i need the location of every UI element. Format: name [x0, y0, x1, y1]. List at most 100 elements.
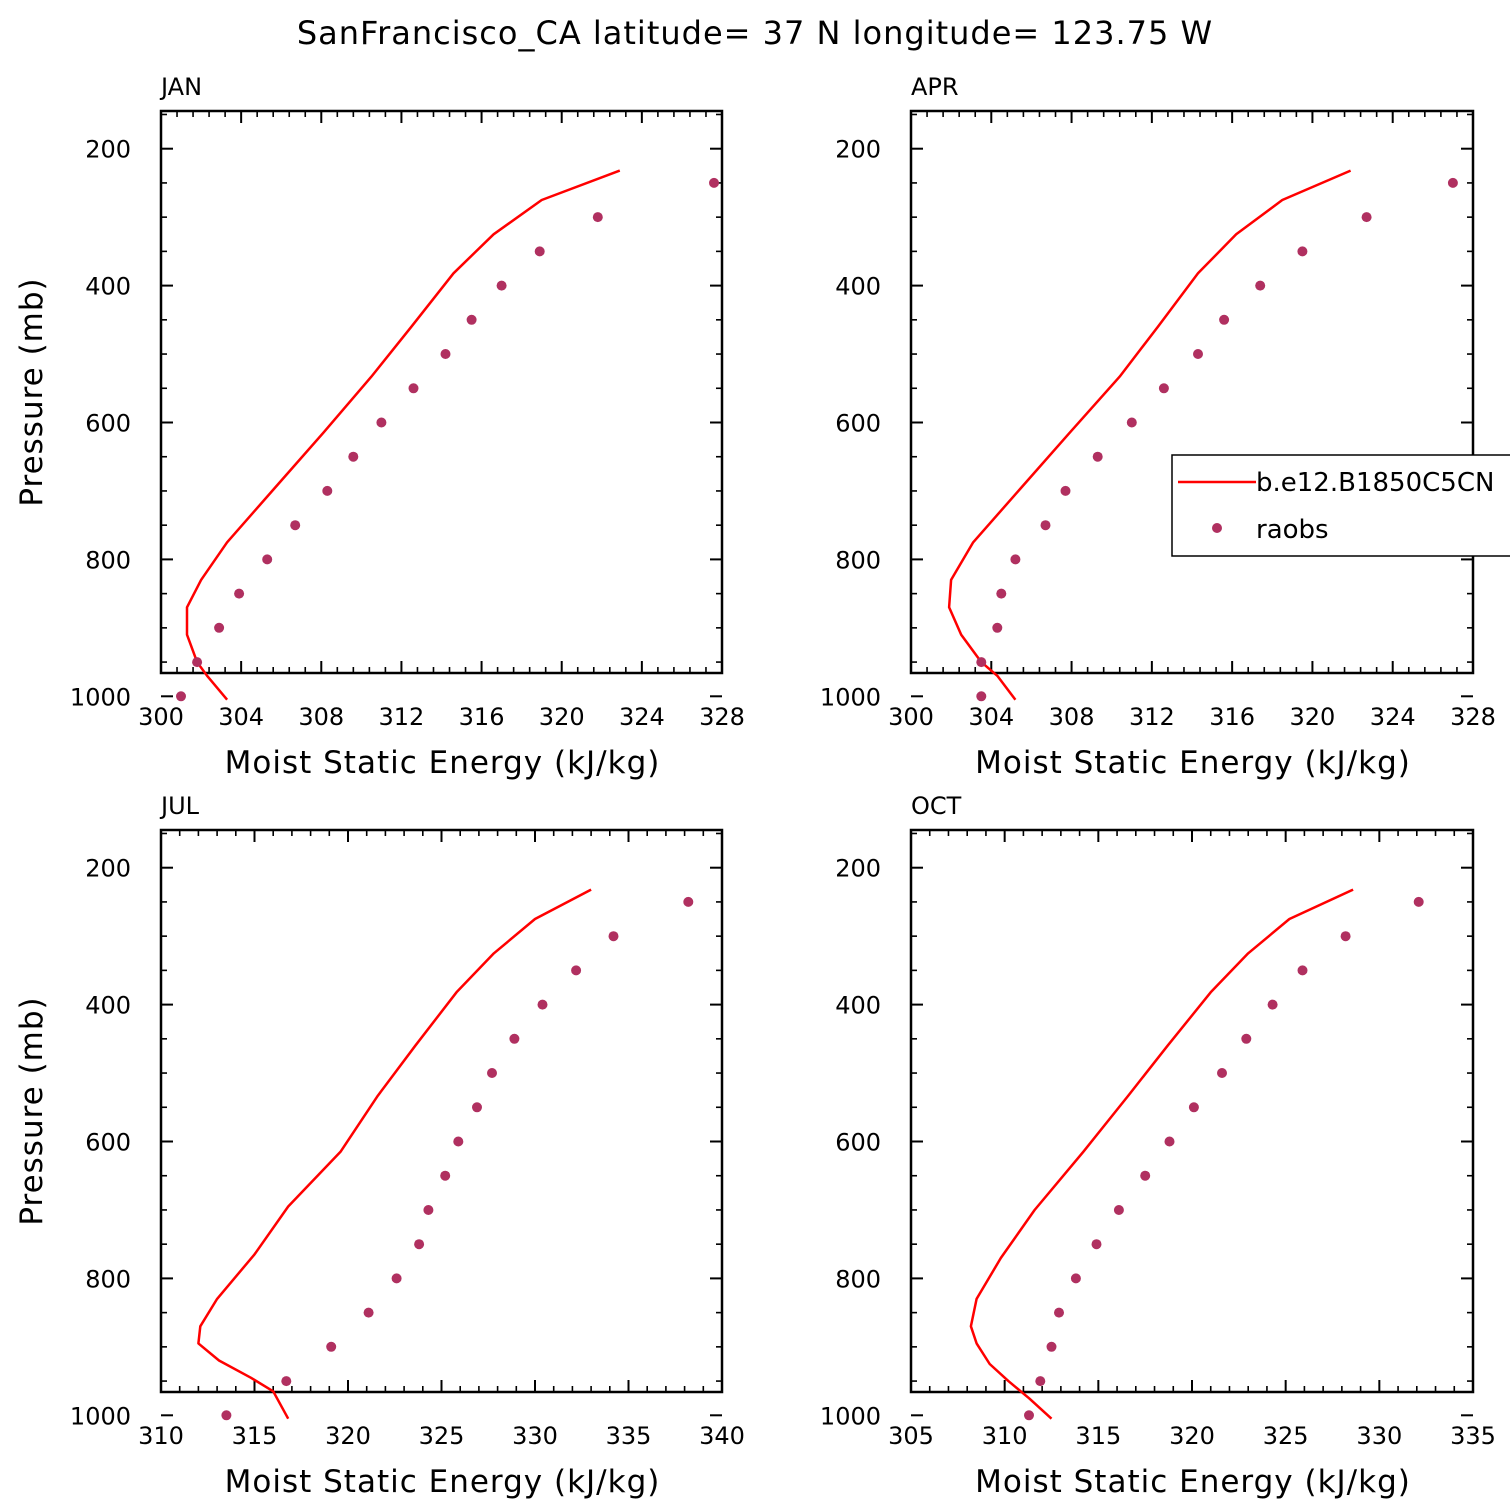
plot-frame — [909, 109, 1475, 675]
raobs-point — [1126, 417, 1137, 428]
raobs-point — [1035, 1376, 1046, 1387]
raobs-point — [1241, 1033, 1252, 1044]
y-tick-label: 200 — [835, 136, 881, 164]
raobs-point — [592, 212, 603, 223]
y-tick-label: 800 — [85, 1265, 131, 1293]
raobs-point — [1297, 246, 1308, 257]
y-tick-label: 1000 — [70, 1402, 131, 1430]
x-tick-label: 335 — [606, 1422, 652, 1450]
y-tick-label: 800 — [85, 546, 131, 574]
x-tick-label: 300 — [138, 703, 184, 731]
y-tick-label: 800 — [835, 546, 881, 574]
raobs-point — [683, 896, 694, 907]
raobs-point — [1040, 520, 1051, 531]
raobs-point — [1158, 383, 1169, 394]
raobs-point — [290, 520, 301, 531]
raobs-point — [1255, 280, 1266, 291]
panel-title: JAN — [159, 73, 202, 101]
x-tick-label: 308 — [1049, 703, 1095, 731]
panel-jul: JUL 310 315 320 325 330 335 340 200 400 600 800 1000… — [14, 792, 745, 1500]
x-tick-label: 316 — [459, 703, 505, 731]
x-tick-label: 324 — [619, 703, 665, 731]
raobs-point — [466, 314, 477, 325]
raobs-point — [608, 931, 619, 942]
x-tick-label: 325 — [419, 1422, 465, 1450]
x-tick-label: 324 — [1370, 703, 1416, 731]
x-tick-label: 315 — [1075, 1422, 1121, 1450]
x-tick-label: 308 — [298, 703, 344, 731]
x-tick-label: 335 — [1450, 1422, 1496, 1450]
raobs-point — [391, 1273, 402, 1284]
raobs-point — [423, 1205, 434, 1215]
raobs-point — [322, 485, 333, 496]
raobs-point — [1092, 451, 1103, 462]
x-tick-label: 304 — [218, 703, 264, 731]
x-tick-label: 316 — [1209, 703, 1255, 731]
raobs-point — [1217, 1068, 1227, 1078]
x-tick-label: 312 — [1129, 703, 1175, 731]
panel-title: APR — [911, 73, 959, 101]
raobs-point — [509, 1033, 520, 1044]
raobs-point — [408, 383, 419, 394]
raobs-point — [281, 1376, 292, 1387]
raobs-point — [440, 1170, 451, 1181]
model-profile-line — [947, 169, 1352, 701]
legend-obs-marker-swatch — [1212, 523, 1222, 533]
raobs-point — [262, 554, 273, 565]
x-axis-label: Moist Static Energy (kJ/kg) — [225, 745, 661, 781]
raobs-point — [1113, 1205, 1124, 1215]
x-tick-label: 312 — [379, 703, 425, 731]
model-profile-line — [185, 169, 621, 701]
x-axis-label: Moist Static Energy (kJ/kg) — [975, 745, 1411, 781]
y-axis-label: Pressure (mb) — [14, 996, 50, 1225]
x-tick-label: 325 — [1263, 1422, 1309, 1450]
raobs-point — [1193, 349, 1203, 359]
raobs-point — [214, 622, 225, 633]
x-tick-label: 320 — [1290, 703, 1336, 731]
x-tick-label: 320 — [325, 1422, 371, 1450]
y-tick-label: 400 — [85, 273, 131, 301]
x-tick-label: 330 — [512, 1422, 558, 1450]
raobs-point — [348, 451, 359, 462]
raobs-point — [1297, 965, 1308, 976]
raobs-point — [1413, 896, 1424, 907]
x-tick-label: 310 — [138, 1422, 184, 1450]
y-axis-label: Pressure (mb) — [14, 277, 50, 506]
y-tick-label: 1000 — [70, 683, 131, 711]
model-profile-line — [197, 888, 592, 1420]
raobs-point — [176, 691, 186, 702]
y-tick-label: 1000 — [820, 1402, 881, 1430]
raobs-point — [976, 657, 987, 668]
raobs-point — [1060, 485, 1071, 496]
y-tick-label: 1000 — [820, 683, 881, 711]
y-tick-label: 600 — [85, 1129, 131, 1157]
raobs-point — [1046, 1341, 1057, 1352]
x-tick-label: 315 — [232, 1422, 278, 1450]
y-tick-label: 200 — [85, 136, 131, 164]
raobs-point — [571, 965, 582, 976]
x-tick-label: 328 — [699, 703, 745, 731]
raobs-point — [996, 588, 1007, 599]
raobs-point — [472, 1102, 482, 1113]
y-tick-label: 600 — [85, 410, 131, 438]
raobs-point — [1140, 1170, 1151, 1181]
raobs-point — [1024, 1410, 1034, 1421]
y-tick-label: 800 — [835, 1265, 881, 1293]
raobs-point — [496, 280, 507, 291]
x-tick-label: 320 — [539, 703, 585, 731]
raobs-point — [221, 1410, 232, 1421]
model-profile-line — [969, 888, 1354, 1420]
raobs-point — [326, 1341, 337, 1352]
raobs-point — [1091, 1239, 1102, 1250]
x-axis-label: Moist Static Energy (kJ/kg) — [975, 1464, 1411, 1500]
y-tick-label: 200 — [85, 855, 131, 883]
raobs-point — [709, 177, 719, 188]
raobs-point — [440, 349, 451, 359]
raobs-point — [1219, 314, 1230, 325]
raobs-point — [363, 1307, 374, 1318]
x-tick-label: 320 — [1169, 1422, 1215, 1450]
x-tick-label: 305 — [888, 1422, 934, 1450]
y-tick-label: 400 — [835, 992, 881, 1020]
legend-model-label: b.e12.B1850C5CN — [1256, 468, 1494, 498]
